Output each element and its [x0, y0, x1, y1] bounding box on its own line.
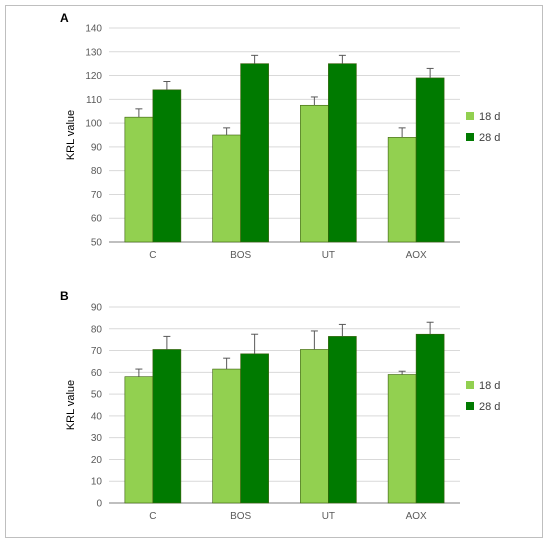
y-tick-label: 70 — [91, 190, 103, 201]
y-tick-label: 130 — [85, 47, 102, 58]
y-tick-label: 10 — [91, 477, 103, 488]
x-tick-label: C — [149, 511, 156, 522]
bar-28d-c — [152, 89, 182, 243]
bar-28d-aox — [415, 333, 445, 504]
legend-label: 18 d — [479, 380, 500, 392]
legend-swatch — [466, 402, 474, 410]
y-tick-label: 20 — [91, 455, 103, 466]
bar-18d-c — [124, 376, 154, 504]
legend-label: 28 d — [479, 401, 500, 413]
y-tick-label: 50 — [91, 238, 103, 249]
bar-28d-ut — [328, 336, 357, 504]
x-tick-label: BOS — [230, 250, 251, 261]
x-tick-label: C — [149, 250, 156, 261]
y-axis-label: KRL value — [65, 110, 77, 160]
y-tick-label: 30 — [91, 433, 103, 444]
x-tick-label: UT — [322, 250, 335, 261]
legend-swatch — [466, 112, 474, 120]
x-tick-label: AOX — [406, 511, 427, 522]
x-tick-label: BOS — [230, 511, 251, 522]
legend-label: 18 d — [479, 111, 500, 123]
y-tick-label: 60 — [91, 368, 103, 379]
y-tick-label: 110 — [86, 95, 102, 106]
bar-28d-c — [152, 349, 182, 504]
chart-panel-b: 0 10 20 30 40 50 60 70 80 90 B KRL value C BOS UT AOX 18… — [60, 289, 500, 522]
bar-18d-ut — [300, 104, 329, 243]
bar-18d-aox — [387, 137, 417, 243]
y-tick-label: 140 — [85, 24, 102, 35]
legend-label: 28 d — [479, 132, 500, 144]
x-tick-label: UT — [322, 511, 335, 522]
y-tick-label: 80 — [91, 324, 103, 335]
bar-28d-bos — [240, 353, 269, 504]
panel-label: B — [60, 289, 69, 303]
y-tick-label: 70 — [91, 346, 103, 357]
legend-swatch — [466, 381, 474, 389]
x-tick-label: AOX — [406, 250, 427, 261]
bar-28d-ut — [328, 63, 357, 243]
bar-18d-c — [124, 116, 154, 243]
y-tick-label: 40 — [91, 411, 103, 422]
bar-18d-ut — [300, 349, 329, 504]
y-tick-label: 80 — [91, 166, 103, 177]
figure-frame — [5, 5, 543, 538]
y-axis-label: KRL value — [65, 380, 77, 430]
y-tick-label: 90 — [91, 303, 103, 314]
bar-28d-bos — [240, 63, 269, 243]
bar-28d-aox — [415, 77, 445, 243]
y-tick-label: 120 — [85, 71, 102, 82]
panel-label: A — [60, 11, 69, 25]
bar-18d-bos — [212, 134, 241, 243]
y-tick-label: 100 — [85, 119, 102, 130]
y-tick-label: 90 — [91, 142, 103, 153]
y-tick-label: 0 — [96, 499, 102, 510]
bar-18d-bos — [212, 368, 241, 504]
y-tick-label: 50 — [91, 390, 103, 401]
bar-18d-aox — [387, 374, 417, 504]
legend-swatch — [466, 133, 474, 141]
chart-panel-a: 50 60 70 80 90 100 110 120 130 140 A KRL value C BOS U… — [60, 11, 500, 261]
y-tick-label: 60 — [91, 214, 103, 225]
